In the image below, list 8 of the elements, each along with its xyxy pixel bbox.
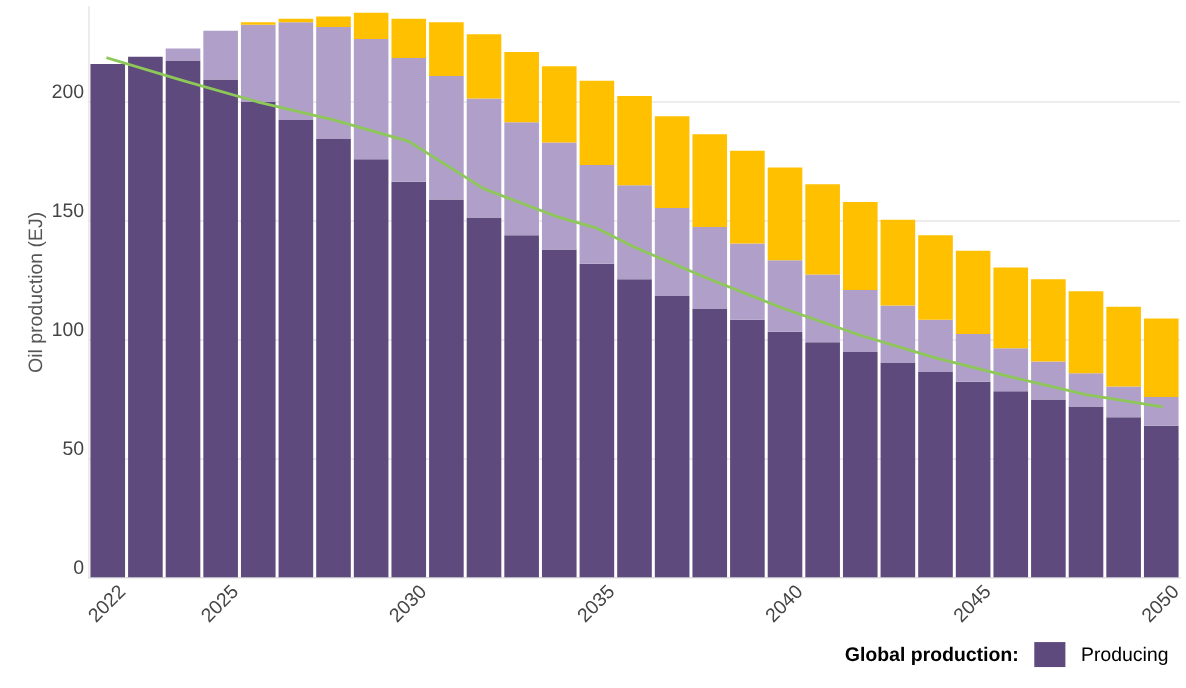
y-axis-title: Oil production (EJ) bbox=[27, 213, 47, 372]
legend-title: Global production: bbox=[845, 646, 1017, 665]
legend-label: Producing bbox=[1082, 646, 1168, 665]
y-tick-label: 150 bbox=[53, 203, 84, 218]
y-tick-label: 200 bbox=[52, 84, 84, 99]
y-tick-label: 0 bbox=[74, 560, 84, 575]
y-tick-label: 100 bbox=[53, 322, 84, 337]
y-tick-label: 50 bbox=[63, 441, 84, 456]
